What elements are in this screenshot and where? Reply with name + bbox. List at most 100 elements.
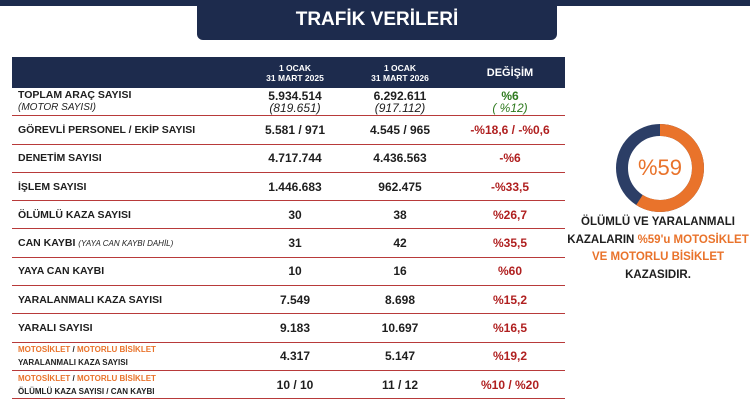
change-cell: %10 / %20 (455, 370, 565, 400)
label-text: YARALI SAYISI (18, 322, 93, 335)
cell-text: 7.549 (279, 292, 311, 307)
cell-text: 10 / 10 (276, 377, 314, 392)
table-row: İŞLEM SAYISI 1.446.683 962.475 -%33,5 (12, 172, 565, 202)
cell-text: 6.292.611 (373, 88, 427, 103)
label-text: GÖREVLİ PERSONEL / EKİP SAYISI (18, 123, 196, 136)
cell-text: 5.934.514 (268, 88, 322, 103)
row-label: MOTOSİKLET / MOTORLU BİSİKLET ÖLÜMLÜ KAZA… (12, 370, 245, 400)
label-sub: ÖLÜMLÜ KAZA SAYISI / CAN KAYBI (18, 386, 155, 396)
value-cell: 6.292.611 (917.112) (345, 88, 455, 117)
change-cell: %26,7 (455, 200, 565, 230)
cell-text: 5.147 (384, 349, 416, 364)
caption-part: MOTOSİKLET VE MOTORLU BİSİKLET (591, 233, 749, 264)
table-row: ÖLÜMLÜ KAZA SAYISI 30 38 %26,7 (12, 200, 565, 230)
cell-text: (917.112) (374, 100, 426, 115)
label-text: YARALANMALI KAZA SAYISI (18, 293, 163, 306)
label-sub: YARALANMALI KAZA SAYISI (18, 358, 128, 368)
row-label: YAYA CAN KAYBI (12, 257, 245, 287)
row-label: MOTOSİKLET / MOTORLU BİSİKLET YARALANMALI… (12, 342, 245, 371)
label-text: MOTOSİKLET (18, 373, 71, 383)
row-label: ÖLÜMLÜ KAZA SAYISI (12, 200, 245, 230)
value-cell: 10 (245, 257, 345, 287)
change-cell: %16,5 (455, 313, 565, 343)
cell-text: 38 (393, 207, 407, 222)
value-cell: 31 (245, 228, 345, 258)
donut-arc (616, 124, 704, 212)
value-cell: 16 (345, 257, 455, 287)
cell-text: 31 (288, 236, 302, 251)
cell-text: 4.436.563 (373, 151, 427, 166)
value-cell: 38 (345, 200, 455, 230)
cell-text: (819.651) (269, 100, 321, 115)
value-cell: 10.697 (345, 313, 455, 343)
cell-text: -%18,6 / -%0,6 (470, 122, 550, 137)
value-cell: 4.317 (245, 342, 345, 371)
row-label: YARALANMALI KAZA SAYISI (12, 285, 245, 315)
change-cell: %35,5 (455, 228, 565, 258)
cell-text: 4.317 (279, 349, 311, 364)
label-sub: (MOTOR SAYISI) (18, 102, 96, 114)
data-table: 1 OCAK 31 MART 2025 1 OCAK 31 MART 2026 DEĞİ… (12, 57, 565, 400)
header-cell: 1 OCAK 31 MART 2025 (245, 57, 345, 88)
table-row: MOTOSİKLET / MOTORLU BİSİKLET ÖLÜMLÜ KAZA… (12, 370, 565, 400)
table-row: CAN KAYBI (YAYA CAN KAYBI DAHİL) 31 42 %35,… (12, 228, 565, 258)
label-text: / (70, 373, 77, 383)
value-cell: 5.147 (345, 342, 455, 371)
cell-text: 962.475 (378, 179, 422, 194)
label-note: (YAYA CAN KAYBI DAHİL) (78, 238, 174, 248)
cell-text: 5.581 / 971 (264, 122, 326, 137)
cell-text: 11 / 12 (381, 377, 419, 392)
value-cell: 10 / 10 (245, 370, 345, 400)
table-row: GÖREVLİ PERSONEL / EKİP SAYISI 5.581 / 97… (12, 115, 565, 145)
change-cell: %6( %12) (455, 88, 565, 117)
change-cell: -%18,6 / -%0,6 (455, 115, 565, 145)
label-text: TOPLAM ARAÇ SAYISI (18, 89, 132, 102)
value-cell: 5.934.514 (819.651) (245, 88, 345, 117)
table-row: YARALI SAYISI 9.183 10.697 %16,5 (12, 313, 565, 343)
donut: %59 (616, 124, 704, 212)
cell-text: 16 (393, 264, 407, 279)
change-cell: %60 (455, 257, 565, 287)
label-text: / (70, 345, 77, 355)
header-cell: 1 OCAK 31 MART 2026 (345, 57, 455, 88)
cell-text: -%6 (499, 151, 521, 166)
row-label: CAN KAYBI (YAYA CAN KAYBI DAHİL) (12, 228, 245, 258)
caption-part: KAZASIDIR. (625, 268, 691, 281)
cell-text: %26,7 (492, 207, 528, 222)
cell-text: 42 (393, 236, 407, 251)
header-text: 31 MART 2026 (371, 72, 429, 83)
cell-text: %6 (501, 88, 519, 103)
value-cell: 8.698 (345, 285, 455, 315)
change-cell: %15,2 (455, 285, 565, 315)
cell-text: %10 / %20 (480, 377, 540, 392)
label-text: MOTOSİKLET (18, 345, 71, 355)
caption-part: %59'u (637, 233, 671, 246)
value-cell: 4.436.563 (345, 144, 455, 173)
cell-text: %15,2 (492, 292, 528, 307)
table-row: TOPLAM ARAÇ SAYISI (MOTOR SAYISI) 5.934.51… (12, 88, 565, 117)
header-text: DEĞİŞİM (486, 66, 534, 79)
change-cell: -%6 (455, 144, 565, 173)
cell-text: 4.545 / 965 (369, 122, 431, 137)
header-row: 1 OCAK 31 MART 2025 1 OCAK 31 MART 2026 DEĞİ… (12, 57, 565, 88)
value-cell: 962.475 (345, 172, 455, 202)
cell-text: %19,2 (492, 349, 528, 364)
label-text: ÖLÜMLÜ KAZA SAYISI (18, 208, 131, 221)
label-text: DENETİM SAYISI (18, 152, 102, 165)
label-text: İŞLEM SAYISI (18, 180, 87, 193)
row-label: İŞLEM SAYISI (12, 172, 245, 202)
caption-part: ÖLÜMLÜ VE YARALANMALI KAZALARIN (567, 216, 735, 246)
label-text: MOTORLU BİSİKLET (76, 345, 156, 355)
cell-text: 1.446.683 (268, 179, 322, 194)
row-label: GÖREVLİ PERSONEL / EKİP SAYISI (12, 115, 245, 145)
table-row: MOTOSİKLET / MOTORLU BİSİKLET YARALANMALI… (12, 342, 565, 371)
value-cell: 4.545 / 965 (345, 115, 455, 145)
label-text: YAYA CAN KAYBI (18, 265, 105, 278)
cell-text: -%33,5 (490, 179, 530, 194)
header-text: 1 OCAK (278, 62, 312, 73)
value-cell: 4.717.744 (245, 144, 345, 173)
value-cell: 1.446.683 (245, 172, 345, 202)
cell-text: 10 (288, 264, 302, 279)
table-body: TOPLAM ARAÇ SAYISI (MOTOR SAYISI) 5.934.51… (12, 88, 565, 400)
